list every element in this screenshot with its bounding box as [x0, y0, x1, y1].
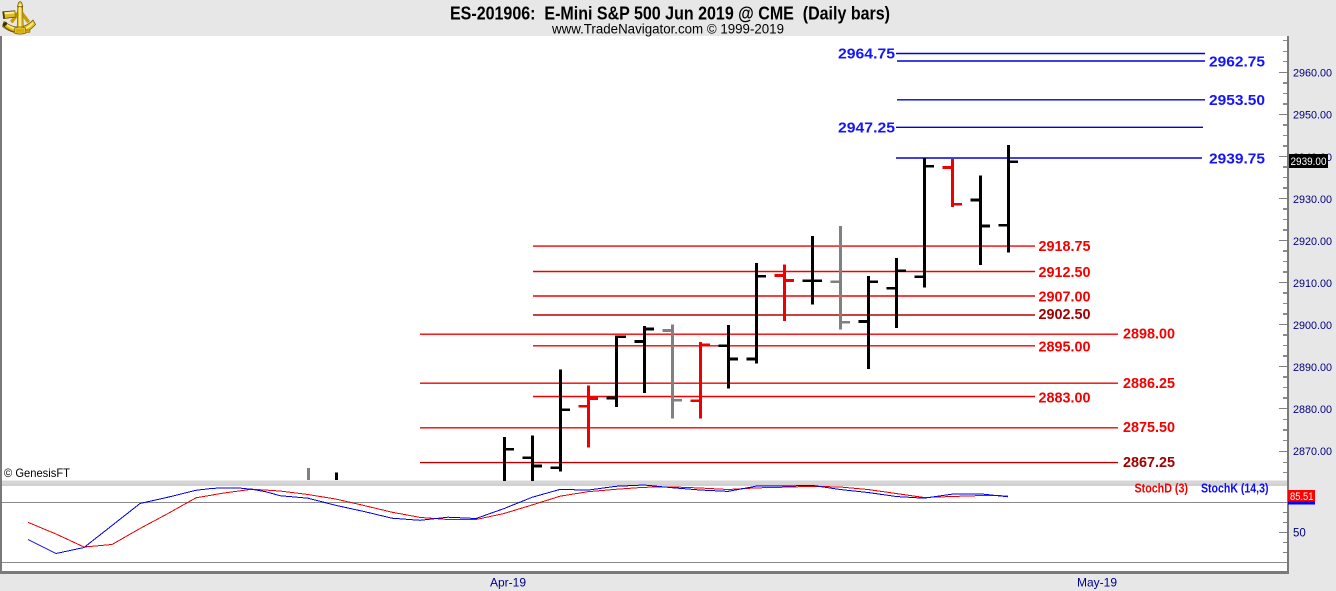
- svg-text:2960.00: 2960.00: [1293, 68, 1332, 80]
- svg-text:2939.00: 2939.00: [1291, 156, 1327, 168]
- svg-text:2962.75: 2962.75: [1209, 54, 1265, 71]
- svg-text:StochD (3): StochD (3): [1135, 482, 1189, 496]
- svg-text:2939.75: 2939.75: [1209, 150, 1265, 167]
- svg-text:2964.75: 2964.75: [838, 46, 895, 63]
- svg-text:85.51: 85.51: [1290, 491, 1314, 503]
- svg-text:2900.00: 2900.00: [1293, 320, 1332, 332]
- svg-text:2910.00: 2910.00: [1293, 278, 1332, 290]
- svg-text:2947.25: 2947.25: [838, 120, 895, 137]
- svg-text:2898.00: 2898.00: [1123, 325, 1175, 342]
- svg-text:2920.00: 2920.00: [1293, 236, 1332, 248]
- svg-text:2886.25: 2886.25: [1123, 375, 1175, 392]
- svg-text:2880.00: 2880.00: [1293, 404, 1332, 416]
- svg-text:2875.50: 2875.50: [1123, 419, 1175, 436]
- svg-text:2895.00: 2895.00: [1039, 338, 1091, 355]
- svg-text:Apr-19: Apr-19: [490, 576, 526, 590]
- svg-text:May-19: May-19: [1077, 576, 1117, 590]
- svg-text:2902.50: 2902.50: [1039, 306, 1091, 323]
- svg-text:2883.00: 2883.00: [1039, 389, 1091, 406]
- svg-text:2953.50: 2953.50: [1209, 92, 1265, 109]
- svg-text:2890.00: 2890.00: [1293, 362, 1332, 374]
- svg-text:StochK (14,3): StochK (14,3): [1201, 482, 1269, 496]
- svg-text:2912.50: 2912.50: [1039, 264, 1091, 281]
- svg-text:2930.00: 2930.00: [1293, 194, 1332, 206]
- svg-text:2950.00: 2950.00: [1293, 110, 1332, 122]
- svg-text:2867.25: 2867.25: [1123, 454, 1175, 471]
- svg-text:www.TradeNavigator.com © 1999-: www.TradeNavigator.com © 1999-2019: [551, 22, 784, 37]
- svg-text:2907.00: 2907.00: [1039, 288, 1091, 305]
- svg-text:50: 50: [1293, 527, 1306, 539]
- svg-text:© GenesisFT: © GenesisFT: [4, 466, 71, 480]
- svg-text:2918.75: 2918.75: [1039, 238, 1091, 255]
- svg-text:2870.00: 2870.00: [1293, 446, 1332, 458]
- svg-text:ES-201906: E-Mini S&P 500 Jun: ES-201906: E-Mini S&P 500 Jun 2019 @ CME…: [450, 3, 890, 24]
